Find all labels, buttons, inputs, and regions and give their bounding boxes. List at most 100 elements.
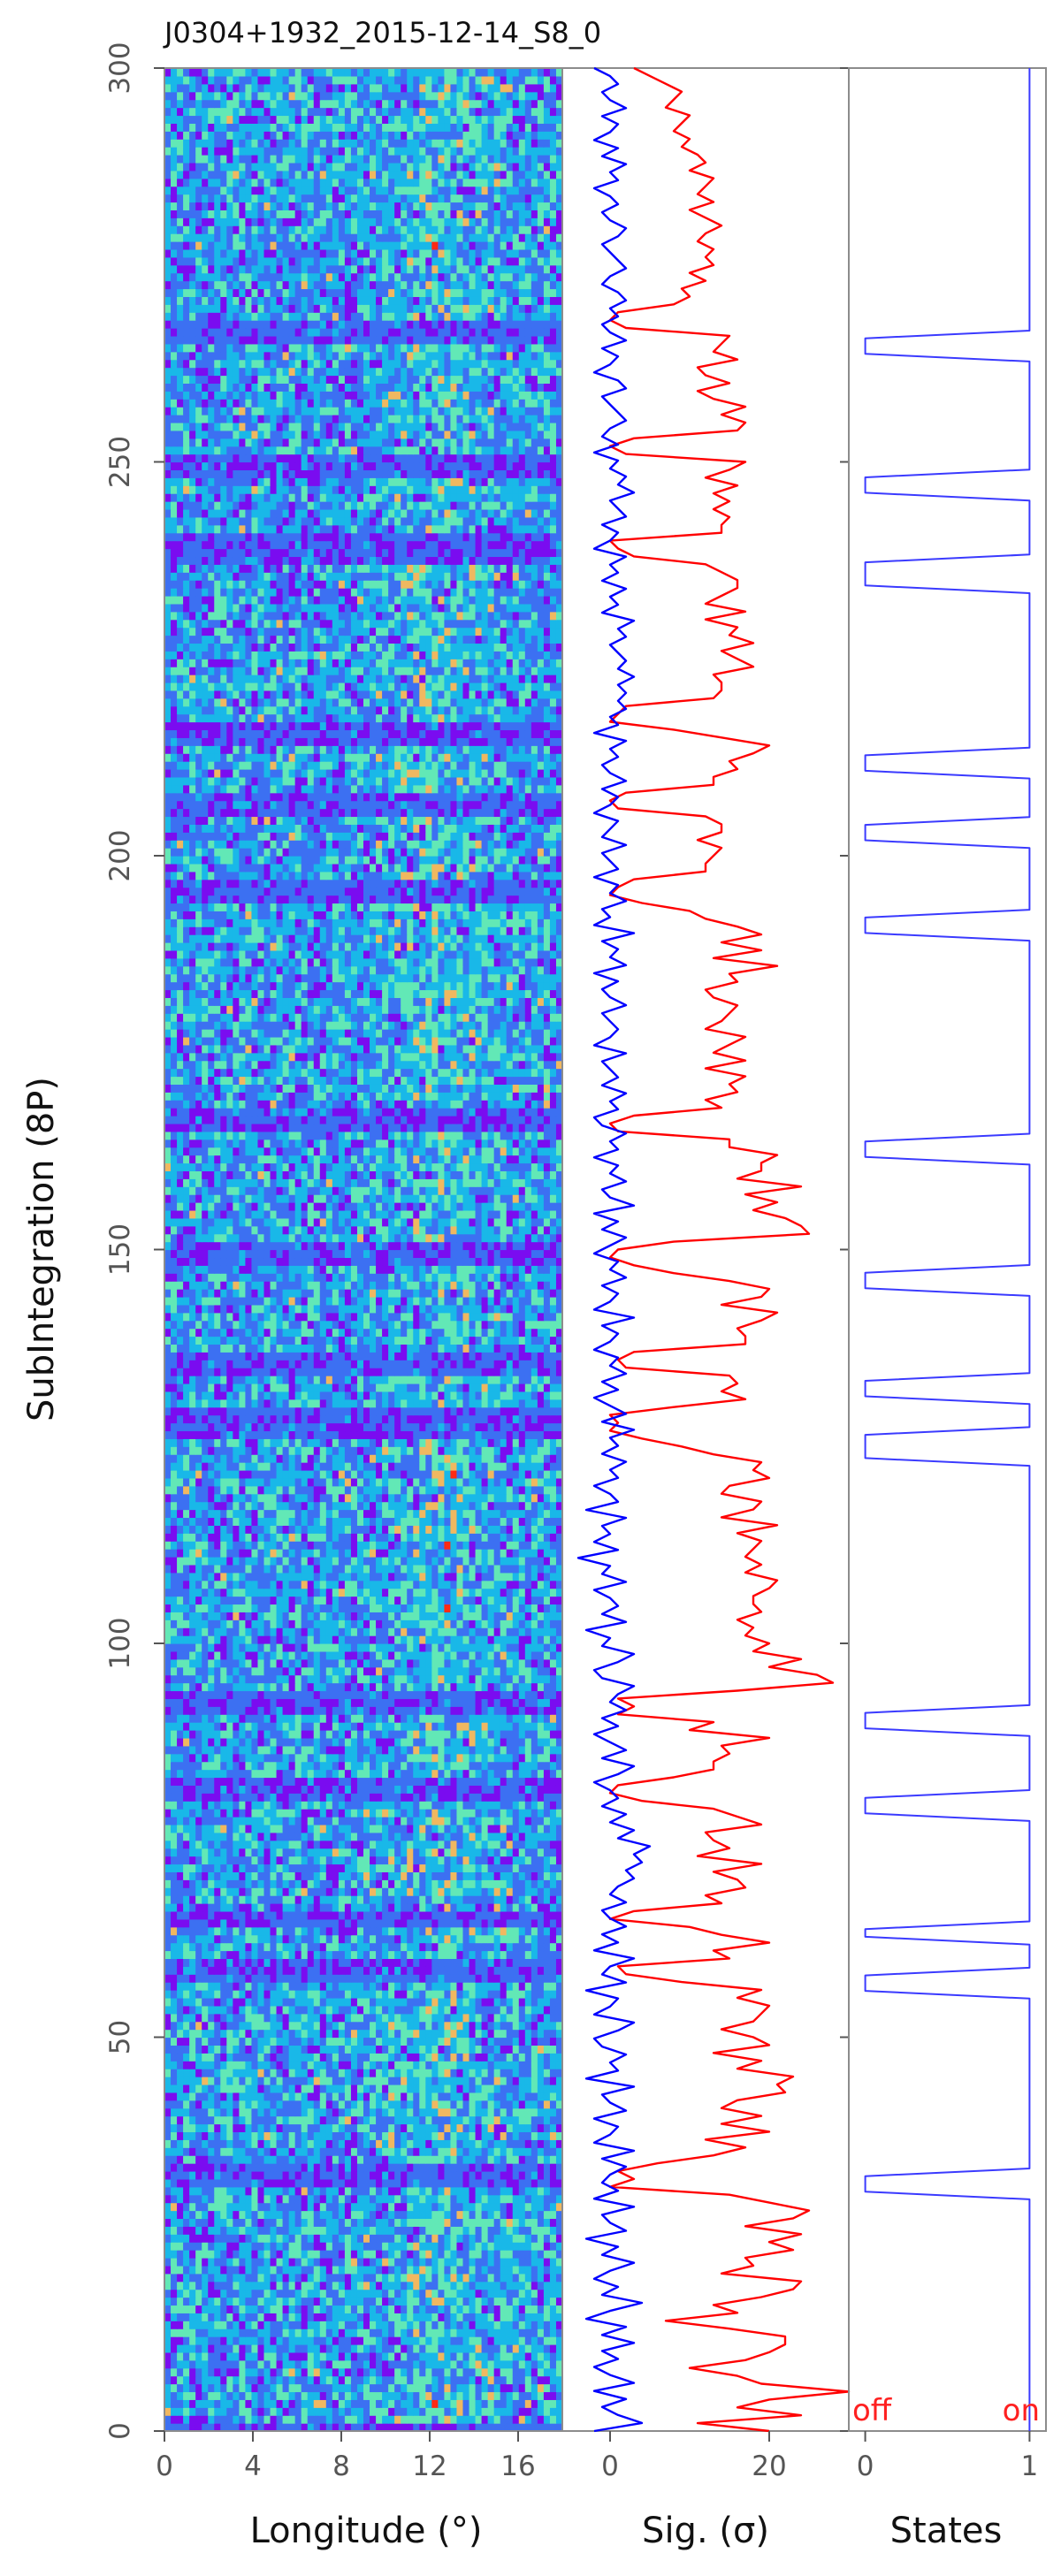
heatmap-cell [214, 2367, 221, 2377]
heatmap-cell [301, 1817, 309, 1825]
heatmap-cell [537, 2273, 545, 2283]
heatmap-cell [475, 2178, 483, 2188]
heatmap-cell [469, 2107, 477, 2117]
heatmap-cell [425, 1863, 432, 1872]
heatmap-cell [425, 2061, 432, 2069]
heatmap-cell [413, 2202, 420, 2212]
heatmap-cell [469, 2021, 477, 2031]
heatmap-cell [276, 1974, 284, 1983]
heatmap-cell [537, 2367, 545, 2377]
heatmap-cell [294, 1974, 302, 1983]
heatmap-cell [555, 2359, 563, 2369]
heatmap-cell [307, 1990, 315, 1999]
heatmap-cell [332, 2242, 340, 2251]
heatmap-cell [164, 2202, 172, 2212]
heatmap-cell [475, 2123, 483, 2133]
heatmap-cell [350, 2170, 358, 2180]
heatmap-cell [195, 2297, 202, 2306]
heatmap-cell [307, 2045, 315, 2054]
heatmap-cell [183, 1982, 190, 1991]
heatmap-cell [407, 2399, 414, 2408]
heatmap-cell [493, 1966, 501, 1975]
heatmap-cell [512, 2321, 520, 2329]
heatmap-cell [282, 2053, 290, 2062]
heatmap-cell [338, 1958, 346, 1967]
heatmap-cell [332, 1926, 340, 1936]
heatmap-cell [543, 2367, 551, 2377]
heatmap-cell [195, 1966, 202, 1975]
heatmap-cell [506, 2234, 514, 2243]
heatmap-cell [195, 1887, 202, 1896]
heatmap-cell [183, 1942, 190, 1952]
heatmap-cell [338, 2321, 346, 2329]
heatmap-cell [456, 2336, 464, 2345]
heatmap-cell [245, 2321, 253, 2329]
heatmap-cell [276, 1871, 284, 1880]
heatmap-cell [164, 1863, 172, 1872]
heatmap-cell [189, 2186, 196, 2196]
heatmap-cell [313, 1903, 321, 1912]
heatmap-cell [251, 2163, 259, 2172]
heatmap-cell [257, 1958, 265, 1967]
heatmap-cell [220, 2069, 227, 2077]
heatmap-cell [425, 2005, 432, 2015]
heatmap-cell [370, 1942, 377, 1952]
heatmap-cell [319, 2021, 327, 2031]
heatmap-cell [319, 1910, 327, 1920]
heatmap-cell [177, 2115, 184, 2125]
heatmap-cell [370, 1903, 377, 1912]
heatmap-cell [189, 2321, 196, 2329]
heatmap-cell [506, 2005, 514, 2015]
heatmap-cell [350, 2084, 358, 2093]
heatmap-cell [456, 2313, 464, 2321]
heatmap-cell [220, 2305, 227, 2313]
heatmap-cell [524, 2061, 532, 2069]
heatmap-cell [208, 2423, 215, 2432]
heatmap-cell [530, 1871, 538, 1880]
heatmap-cell [450, 2265, 458, 2275]
heatmap-cell [233, 2351, 240, 2361]
heatmap-cell [301, 2178, 309, 2188]
heatmap-cell [251, 1982, 259, 1991]
heatmap-cell [350, 2123, 358, 2133]
heatmap-cell [282, 1958, 290, 1967]
heatmap-cell [425, 1879, 432, 1888]
heatmap-cell [202, 1840, 209, 1849]
heatmap-cell [469, 1910, 477, 1920]
heatmap-cell [226, 1879, 233, 1888]
heatmap-cell [382, 1918, 389, 1928]
heatmap-cell [401, 2021, 408, 2031]
heatmap-cell [549, 2226, 557, 2235]
heatmap-cell [487, 1990, 495, 1999]
heatmap-cell [500, 2092, 508, 2101]
heatmap-cell [487, 2328, 495, 2337]
heatmap-cell [487, 2139, 495, 2148]
heatmap-cell [438, 1895, 446, 1904]
heatmap-cell [493, 1934, 501, 1944]
heatmap-cell [251, 2123, 259, 2133]
heatmap-cell [363, 2250, 370, 2259]
heatmap-cell [401, 2100, 408, 2109]
heatmap-cell [493, 2139, 501, 2148]
heatmap-cell [183, 2218, 190, 2227]
heatmap-cell [382, 2289, 389, 2298]
heatmap-cell [189, 2415, 196, 2424]
heatmap-cell [431, 2115, 439, 2125]
heatmap-cell [263, 2218, 271, 2227]
heatmap-cell [307, 2407, 315, 2416]
heatmap-cell [425, 2013, 432, 2023]
heatmap-cell [537, 2037, 545, 2046]
heatmap-cell [257, 2037, 265, 2046]
heatmap-cell [356, 2367, 364, 2377]
heatmap-cell [518, 2100, 526, 2109]
heatmap-cell [370, 1871, 377, 1880]
heatmap-cell [282, 1926, 290, 1936]
heatmap-cell [257, 2313, 265, 2321]
heatmap-cell [245, 2242, 253, 2251]
heatmap-cell [307, 2186, 315, 2196]
heatmap-cell [518, 1990, 526, 1999]
heatmap-cell [171, 2029, 178, 2039]
heatmap-cell [431, 2234, 439, 2243]
heatmap-cell [475, 2186, 483, 2196]
heatmap-cell [407, 2407, 414, 2416]
